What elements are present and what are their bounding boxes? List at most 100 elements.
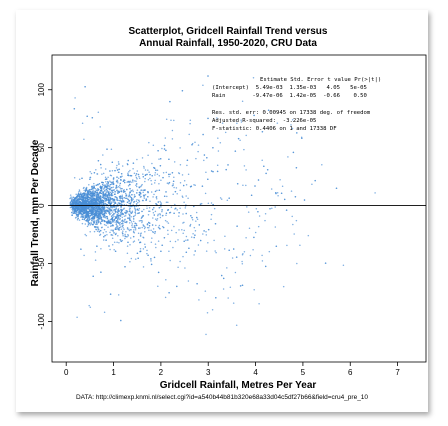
scatter-point [151, 230, 154, 233]
scatter-point [147, 191, 149, 194]
scatter-point [172, 184, 174, 187]
scatter-point [242, 184, 244, 186]
scatter-point [294, 195, 297, 198]
scatter-point [91, 185, 93, 188]
scatter-point [106, 233, 108, 236]
scatter-point [89, 192, 92, 195]
scatter-point [107, 181, 110, 184]
scatter-point [138, 177, 141, 180]
scatter-point [99, 163, 102, 166]
scatter-point [109, 293, 112, 295]
scatter-point [117, 220, 119, 222]
scatter-point [195, 220, 197, 222]
scatter-point [77, 207, 80, 209]
scatter-point [93, 171, 96, 174]
scatter-point [81, 199, 83, 201]
scatter-point [110, 189, 113, 192]
scatter-point [90, 212, 93, 214]
scatter-point [142, 248, 145, 250]
scatter-point [146, 223, 149, 225]
scatter-point [215, 251, 217, 254]
scatter-point [99, 189, 102, 192]
scatter-point [91, 209, 94, 212]
scatter-point [111, 211, 114, 213]
scatter-point [144, 169, 147, 171]
scatter-point [110, 209, 113, 212]
scatter-point [136, 170, 139, 172]
scatter-point [148, 210, 150, 213]
scatter-point [261, 254, 263, 257]
scatter-point [112, 183, 115, 186]
scatter-point [91, 219, 93, 222]
scatter-point [85, 188, 88, 190]
scatter-point [96, 213, 99, 215]
scatter-point [132, 218, 135, 220]
scatter-point [80, 195, 82, 197]
scatter-point [151, 208, 154, 211]
scatter-point [222, 277, 225, 280]
scatter-point [124, 192, 127, 195]
scatter-point [168, 175, 170, 178]
scatter-point [106, 185, 108, 188]
scatter-point [93, 212, 95, 215]
scatter-point [134, 180, 136, 182]
scatter-point [101, 212, 104, 214]
scatter-point [100, 248, 102, 250]
scatter-point [87, 207, 90, 209]
scatter-point [79, 210, 81, 212]
scatter-point [89, 202, 91, 204]
scatter-point [129, 169, 131, 172]
scatter-point [95, 169, 97, 171]
scatter-point [111, 237, 114, 240]
scatter-point [113, 213, 115, 215]
scatter-point [113, 232, 115, 234]
scatter-point [80, 202, 82, 205]
scatter-point [179, 260, 181, 263]
scatter-point [92, 215, 94, 218]
scatter-point [194, 229, 197, 232]
scatter-point [143, 165, 145, 168]
scatter-point [139, 241, 141, 244]
scatter-point [97, 111, 100, 114]
scatter-point [182, 255, 184, 258]
scatter-point [119, 182, 122, 185]
scatter-point [71, 211, 73, 214]
scatter-point [167, 182, 170, 185]
scatter-point [176, 209, 178, 211]
scatter-point [117, 191, 119, 193]
scatter-point [248, 227, 251, 230]
scatter-point [158, 189, 161, 192]
scatter-point [91, 210, 93, 213]
scatter-point [115, 221, 117, 223]
scatter-point [120, 240, 123, 243]
scatter-point [166, 195, 168, 198]
scatter-point [196, 283, 198, 285]
scatter-point [74, 209, 76, 212]
scatter-point [78, 194, 80, 197]
scatter-point [138, 207, 141, 210]
scatter-point [137, 257, 139, 259]
scatter-point [97, 160, 100, 162]
scatter-point [101, 218, 103, 221]
scatter-point [89, 230, 91, 233]
scatter-point [78, 211, 80, 213]
scatter-point [148, 141, 150, 144]
scatter-point [76, 195, 78, 198]
scatter-point [89, 203, 92, 205]
scatter-point [235, 256, 238, 258]
scatter-point [88, 222, 91, 224]
scatter-point [120, 228, 123, 231]
scatter-point [104, 185, 107, 187]
scatter-point [126, 252, 129, 255]
scatter-point [231, 257, 234, 259]
scatter-point [173, 212, 175, 214]
scatter-point [128, 208, 131, 210]
scatter-point [281, 185, 284, 188]
scatter-point [120, 220, 123, 222]
scatter-point [300, 136, 303, 138]
scatter-point [133, 194, 136, 196]
scatter-point [157, 214, 159, 217]
scatter-point [115, 184, 118, 187]
scatter-point [121, 194, 123, 196]
scatter-point [210, 218, 212, 220]
